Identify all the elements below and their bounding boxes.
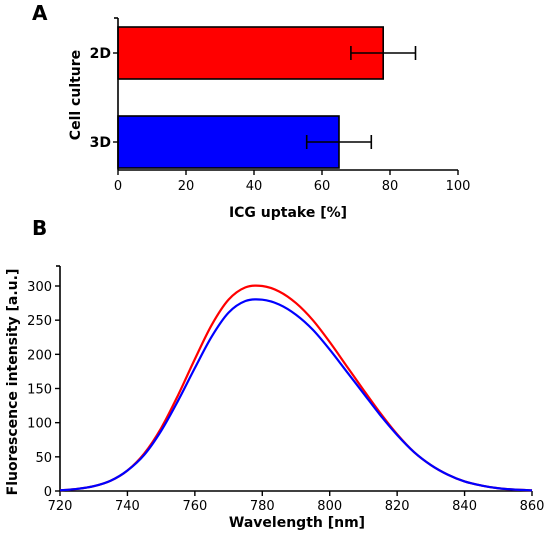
y-tick-label-200: 200 xyxy=(27,348,52,363)
bar-2d xyxy=(117,26,385,80)
x-tick-label-100: 100 xyxy=(446,179,471,194)
series-line-red xyxy=(59,284,533,492)
y-tick-label-150: 150 xyxy=(27,383,52,398)
category-label-2d: 2D xyxy=(90,46,111,62)
x-tick-label-740: 740 xyxy=(115,499,140,514)
panel-b-y-axis-title: Fluorescence intensity [a.u.] xyxy=(5,269,21,496)
y-tick-label-100: 100 xyxy=(27,417,52,432)
category-label-3d: 3D xyxy=(90,135,111,151)
panel-a-bars xyxy=(117,26,417,169)
x-tick-label-800: 800 xyxy=(317,499,342,514)
x-tick-label-780: 780 xyxy=(250,499,275,514)
series-line-blue xyxy=(59,298,533,492)
x-tick-label-860: 860 xyxy=(520,499,545,514)
y-tick-label-50: 50 xyxy=(35,451,52,466)
y-tick-label-300: 300 xyxy=(27,280,52,295)
x-tick-label-80: 80 xyxy=(382,179,399,194)
panel-b-lines xyxy=(59,284,533,492)
y-tick-label-250: 250 xyxy=(27,314,52,329)
panel-label-a: A xyxy=(32,1,48,25)
x-tick-label-0: 0 xyxy=(114,179,122,194)
x-tick-label-40: 40 xyxy=(246,179,263,194)
y-tick-label-0: 0 xyxy=(44,485,52,500)
x-tick-label-20: 20 xyxy=(178,179,195,194)
panel-b-axes: 0 50 100 150 200 250 300 720 740 760 780 800 820 840 8… xyxy=(27,265,545,514)
x-tick-label-720: 720 xyxy=(48,499,73,514)
panel-b-x-axis-title: Wavelength [nm] xyxy=(229,515,365,531)
panel-a-y-axis-title: Cell culture xyxy=(68,50,84,140)
panel-a-axes: 2D 3D 0 20 40 60 80 100 xyxy=(90,17,471,194)
x-tick-label-60: 60 xyxy=(314,179,331,194)
x-tick-label-760: 760 xyxy=(182,499,207,514)
bar-3d xyxy=(117,115,340,169)
panel-label-b: B xyxy=(32,216,47,240)
x-tick-label-840: 840 xyxy=(452,499,477,514)
x-tick-label-820: 820 xyxy=(385,499,410,514)
panel-a-x-axis-title: ICG uptake [%] xyxy=(229,205,347,221)
